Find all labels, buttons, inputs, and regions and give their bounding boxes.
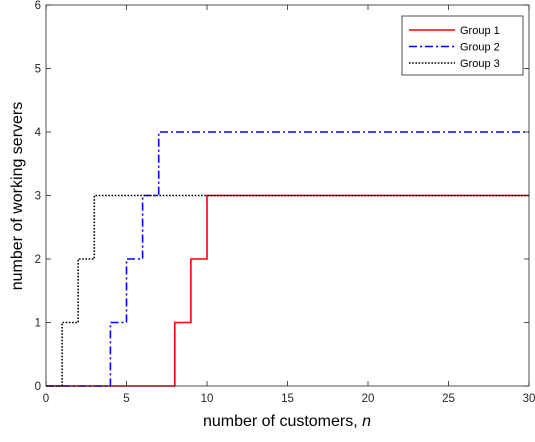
y-tick-label: 2 bbox=[35, 254, 41, 266]
x-axis-label-text: number of customers, bbox=[203, 413, 362, 430]
legend-items: Group 1 Group 2 Group 3 bbox=[409, 25, 500, 70]
y-tick-label: 1 bbox=[35, 318, 41, 330]
y-tick-label: 3 bbox=[35, 191, 41, 203]
y-tick-label: 0 bbox=[35, 381, 41, 393]
x-tick-label: 5 bbox=[123, 393, 129, 405]
x-tick-label: 30 bbox=[523, 393, 535, 405]
x-tick-label: 15 bbox=[281, 393, 294, 405]
y-tick-label: 4 bbox=[35, 127, 42, 139]
y-axis-label: number of working servers bbox=[9, 102, 26, 291]
series-line-1 bbox=[46, 194, 529, 387]
legend-label-1: Group 1 bbox=[460, 25, 500, 37]
legend-label-3: Group 3 bbox=[460, 58, 500, 70]
legend-label-2: Group 2 bbox=[460, 42, 500, 54]
x-tick-label: 0 bbox=[43, 393, 49, 405]
y-tick-label: 5 bbox=[35, 64, 41, 76]
x-axis-label: number of customers, n bbox=[203, 413, 371, 430]
y-tick-label: 6 bbox=[35, 0, 41, 12]
legend-box bbox=[401, 15, 524, 76]
x-tick-label: 25 bbox=[442, 393, 455, 405]
x-axis-label-variable: n bbox=[362, 413, 371, 430]
ticks-layer: 0 5 10 15 20 25 30 0 1 2 3 4 5 6 bbox=[35, 0, 535, 405]
series-line-2 bbox=[46, 131, 529, 387]
legend: Group 1 Group 2 Group 3 bbox=[401, 15, 524, 76]
x-tick-label: 20 bbox=[362, 393, 375, 405]
series-layer bbox=[46, 131, 529, 387]
x-tick-label: 10 bbox=[201, 393, 214, 405]
series-line-3 bbox=[46, 194, 529, 387]
